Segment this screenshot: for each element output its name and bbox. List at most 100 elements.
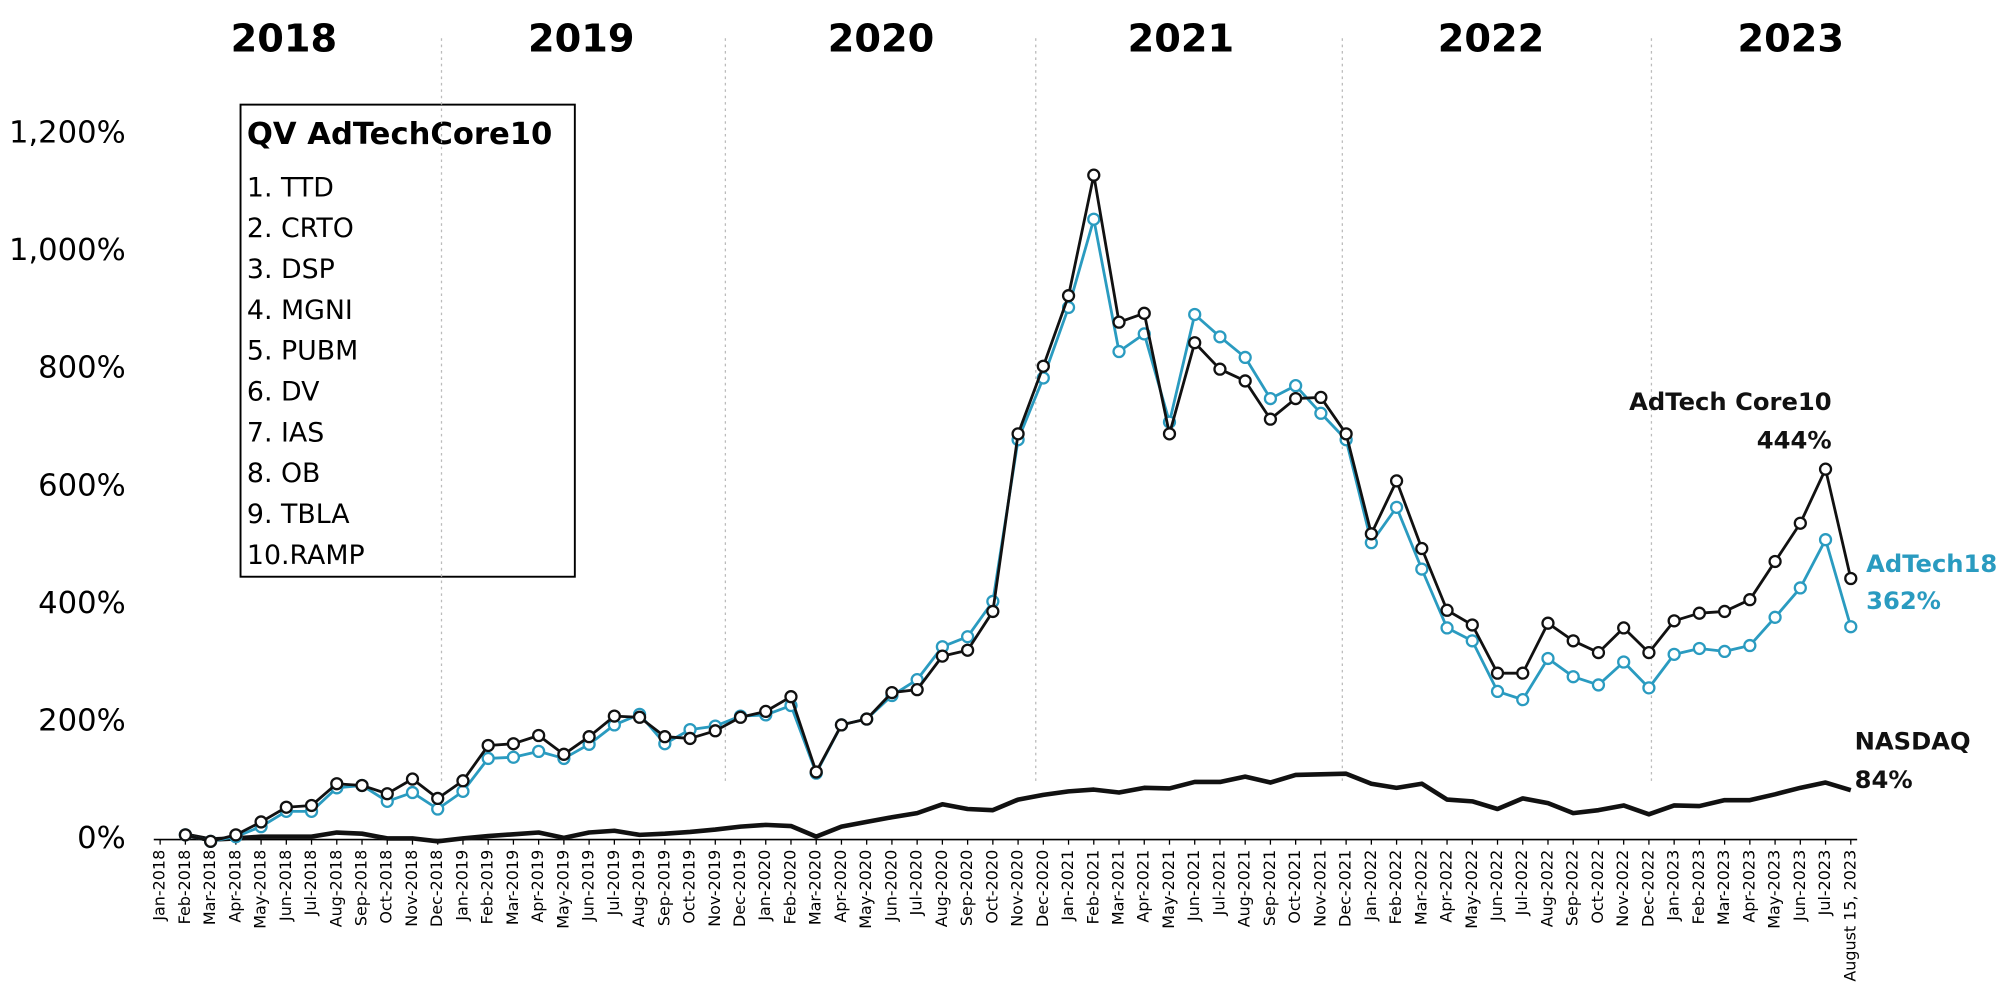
year-label: 2021 — [1128, 16, 1235, 61]
y-tick-label: 200% — [38, 703, 126, 738]
point — [1213, 362, 1227, 376]
point — [1087, 212, 1101, 226]
point — [1238, 374, 1252, 388]
point — [1415, 562, 1429, 576]
point — [1516, 666, 1530, 680]
point — [885, 685, 899, 700]
x-tick-label: Mar-2018 — [200, 850, 219, 925]
point — [1667, 614, 1681, 628]
point — [607, 709, 621, 723]
point — [1036, 359, 1050, 373]
point — [986, 604, 1000, 619]
point — [1844, 620, 1858, 634]
x-tick-label: Jul-2021 — [1209, 850, 1228, 917]
point — [1768, 554, 1782, 569]
point — [1642, 645, 1656, 660]
x-tick-label: Jun-2020 — [881, 850, 900, 922]
point — [809, 765, 823, 779]
x-tick-label: Jan-2020 — [755, 850, 774, 922]
x-tick-label: Apr-2023 — [1739, 850, 1758, 923]
x-tick-label: Jun-2021 — [1184, 850, 1203, 922]
x-tick-label: Jun-2023 — [1790, 850, 1809, 922]
point — [1591, 678, 1606, 692]
point — [1162, 427, 1177, 441]
index-box-item: 5. PUBM — [247, 336, 358, 367]
x-tick-label: Sep-2021 — [1260, 850, 1279, 926]
point — [1642, 681, 1656, 695]
point — [784, 690, 798, 704]
point — [1289, 379, 1303, 393]
x-tick-label: Sep-2020 — [957, 850, 976, 926]
point — [481, 738, 495, 753]
point — [582, 730, 596, 744]
x-tick-label: Oct-2022 — [1588, 850, 1607, 924]
point — [1389, 500, 1404, 514]
x-tick-label: May-2020 — [856, 850, 875, 929]
point — [960, 630, 975, 644]
point — [1818, 462, 1833, 476]
point — [532, 728, 546, 743]
x-tick-label: Aug-2018 — [326, 850, 345, 927]
point — [506, 737, 521, 751]
point — [834, 718, 849, 732]
x-tick-label: Jul-2019 — [604, 850, 623, 917]
point — [1617, 621, 1631, 635]
point — [557, 747, 571, 761]
x-tick-label: Dec-2018 — [427, 850, 446, 927]
value-label: 84% — [1855, 765, 1913, 794]
point — [1844, 571, 1858, 586]
point — [708, 724, 722, 738]
index-box-item: 8. OB — [247, 458, 321, 489]
x-tick-label: Sep-2019 — [654, 850, 673, 926]
point — [1692, 606, 1707, 620]
x-tick-label: Feb-2021 — [1083, 850, 1102, 925]
point — [1667, 647, 1681, 661]
point — [1339, 427, 1353, 441]
index-box-item: 1. TTD — [247, 172, 334, 203]
point — [1011, 427, 1025, 441]
x-tick-label: Jun-2022 — [1487, 850, 1506, 922]
x-tick-label: Jan-2022 — [1361, 850, 1380, 922]
point — [1617, 655, 1631, 669]
point — [506, 750, 521, 764]
point — [1591, 645, 1606, 660]
index-box — [239, 103, 576, 578]
point — [405, 772, 420, 786]
y-tick-label: 400% — [38, 586, 126, 621]
y-tick-label: 600% — [38, 468, 126, 503]
x-tick-label: Oct-2020 — [982, 850, 1001, 924]
y-tick-label: 1,000% — [9, 233, 126, 268]
x-tick-label: Feb-2020 — [780, 850, 799, 925]
x-tick-label: May-2023 — [1765, 850, 1784, 929]
point — [935, 649, 950, 663]
point — [1541, 651, 1555, 666]
x-tick-label: Dec-2019 — [730, 850, 749, 927]
point — [632, 710, 647, 724]
x-tick-label: Jun-2018 — [276, 850, 295, 922]
x-tick-label: Mar-2020 — [806, 850, 825, 925]
index-box-item: 7. IAS — [247, 417, 324, 448]
x-tick-label: Jul-2020 — [907, 850, 926, 917]
x-tick-label: Nov-2022 — [1613, 850, 1632, 927]
point — [860, 712, 874, 726]
x-tick-label: August 15, 2023 — [1840, 850, 1859, 982]
point — [304, 798, 319, 813]
point — [1238, 350, 1252, 365]
x-tick-label: Apr-2019 — [528, 850, 547, 923]
point — [1314, 390, 1328, 405]
x-tick-label: May-2022 — [1462, 850, 1481, 929]
point — [1314, 406, 1328, 420]
point — [1692, 641, 1707, 656]
point — [1516, 692, 1530, 707]
index-box-item: 10.RAMP — [247, 540, 365, 571]
index-box-item: 4. MGNI — [247, 295, 353, 326]
index-box-item: 6. DV — [247, 376, 320, 407]
x-tick-label: Jul-2022 — [1512, 850, 1531, 917]
point — [330, 777, 344, 791]
x-tick-label: Nov-2018 — [402, 850, 421, 927]
point — [1541, 616, 1555, 630]
point — [1717, 644, 1732, 659]
x-tick-label: Mar-2019 — [503, 850, 522, 925]
x-tick-label: Nov-2019 — [705, 850, 724, 927]
x-tick-label: Jul-2018 — [301, 850, 320, 917]
